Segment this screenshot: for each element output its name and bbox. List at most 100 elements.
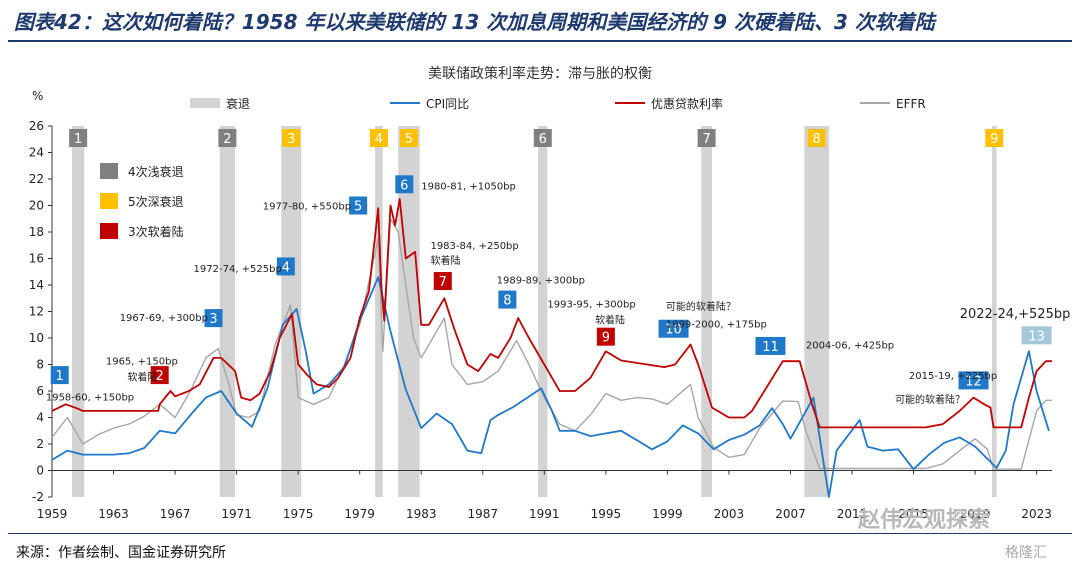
hike-marker-box — [276, 257, 295, 276]
hike-marker-box — [1021, 326, 1052, 345]
recession-tag-box — [69, 129, 88, 147]
annotation-label: 1993-95, +300bp — [547, 300, 635, 311]
top-rule — [8, 40, 1072, 42]
source-note: 来源：作者绘制、国金证券研究所 — [16, 545, 226, 561]
recession-tag-label: 7 — [702, 132, 710, 147]
legend-swatch-recession — [190, 98, 220, 108]
hike-marker-label: 9 — [602, 331, 610, 346]
series-lines — [51, 197, 1052, 498]
y-tick-label: 20 — [29, 199, 44, 213]
hike-marker-box — [755, 336, 786, 355]
annotation-label: 软着陆 — [595, 313, 625, 326]
annotation-label: 软着陆 — [430, 254, 460, 267]
hike-marker-label: 2 — [156, 369, 164, 384]
x-tick-label: 1971 — [221, 507, 252, 521]
annotation-label: 1965, +150bp — [106, 357, 178, 368]
recession-band — [701, 126, 712, 497]
recession-band — [804, 126, 829, 497]
x-tick-label: 2007 — [775, 507, 806, 521]
y-tick-label: 2 — [36, 437, 44, 451]
recession-tag-label: 6 — [539, 132, 547, 147]
hike-marker-label: 7 — [439, 275, 447, 290]
x-tick-label: 1975 — [283, 507, 314, 521]
y-tick-label: 10 — [29, 331, 44, 345]
annotation-label: 可能的软着陆？ — [895, 393, 965, 406]
type-legend-swatch — [100, 163, 118, 179]
y-tick-label: 14 — [29, 278, 44, 292]
type-legend-swatch — [100, 193, 118, 209]
x-tick-label: 2023 — [1021, 507, 1052, 521]
recession-tag-box — [282, 129, 301, 147]
x-tick-label: 1959 — [37, 507, 68, 521]
series-cpi-line — [51, 276, 1050, 498]
hike-marker-box — [395, 175, 414, 194]
annotation-label: 1980-81, +1050bp — [421, 182, 516, 193]
type-legend-swatch — [100, 223, 118, 239]
recession-tag-box — [533, 129, 552, 147]
y-axis-unit: % — [32, 89, 43, 103]
x-tick-label: 1987 — [467, 507, 498, 521]
hike-marker-label: 12 — [965, 374, 982, 389]
y-tick-label: 12 — [29, 305, 44, 319]
x-tick-label: 2015 — [898, 507, 929, 521]
annotation-label: 2004-06, +425bp — [806, 341, 894, 352]
recession-tag-box — [697, 129, 716, 147]
recession-band — [398, 126, 420, 497]
x-tick-label: 1983 — [406, 507, 437, 521]
annotation-label: 软着陆 — [127, 370, 157, 383]
y-tick-label: 24 — [29, 146, 44, 160]
annotation-label: 1977-80, +550bp — [263, 201, 351, 212]
recession-tag-label: 2 — [223, 132, 231, 147]
annotation-label: 2015-19, +225bp — [909, 371, 997, 382]
x-tick-label: 2011 — [837, 507, 868, 521]
x-tick-label: 1991 — [529, 507, 560, 521]
hike-marker-label: 3 — [209, 312, 217, 327]
type-legend-label: 3次软着陆 — [128, 224, 184, 239]
recession-tag-box — [807, 129, 826, 147]
series-effr-line — [51, 218, 1052, 470]
annotation-label: 1999-2000, +175bp — [666, 319, 767, 330]
type-legend-label: 5次深衰退 — [128, 194, 184, 209]
recession-band — [992, 126, 997, 497]
hike-marker-box — [658, 319, 689, 338]
hike-marker-box — [498, 290, 517, 309]
recession-tag-box — [369, 129, 388, 147]
x-tick-label: 1967 — [160, 507, 191, 521]
x-tick-label: 2019 — [960, 507, 991, 521]
chart-title: 美联储政策利率走势：滞与胀的权衡 — [428, 65, 652, 82]
annotation-label: 可能的软着陆？ — [666, 300, 736, 313]
type-legend-label: 4次浅衰退 — [128, 164, 184, 179]
recession-tag-label: 9 — [990, 132, 998, 147]
y-tick-label: 0 — [36, 464, 44, 478]
recession-band — [72, 126, 85, 497]
legend-label: 衰退 — [226, 96, 250, 111]
annotation-label: 1958-60, +150bp — [46, 392, 134, 403]
hike-marker-box — [596, 327, 615, 346]
hike-marker-box — [433, 272, 452, 291]
hike-marker-label: 11 — [762, 340, 779, 355]
recession-tag-label: 8 — [812, 132, 820, 147]
x-tick-label: 1963 — [98, 507, 129, 521]
annotation-label: 1972-74, +525bp — [194, 264, 282, 275]
hike-marker-label: 5 — [354, 200, 362, 215]
hike-marker-box — [958, 371, 989, 390]
recession-tag-box — [399, 129, 418, 147]
legend-label: CPI同比 — [426, 97, 469, 111]
hike-marker-box — [50, 366, 69, 385]
recession-tag-box — [985, 129, 1004, 147]
legend-label: EFFR — [896, 97, 926, 111]
hike-marker-box — [150, 366, 169, 385]
y-tick-label: 18 — [29, 225, 44, 239]
hike-marker-label: 1 — [56, 369, 64, 384]
bottom-rule — [8, 533, 1072, 534]
watermark-logo: 格隆汇 — [1005, 545, 1047, 561]
y-tick-label: -2 — [32, 490, 44, 504]
x-tick-label: 1979 — [344, 507, 375, 521]
recession-band — [538, 126, 548, 497]
x-tick-label: 1999 — [652, 507, 683, 521]
recession-type-legend: 4次浅衰退 5次深衰退 3次软着陆 — [100, 163, 184, 239]
hike-marker-box — [349, 196, 368, 215]
